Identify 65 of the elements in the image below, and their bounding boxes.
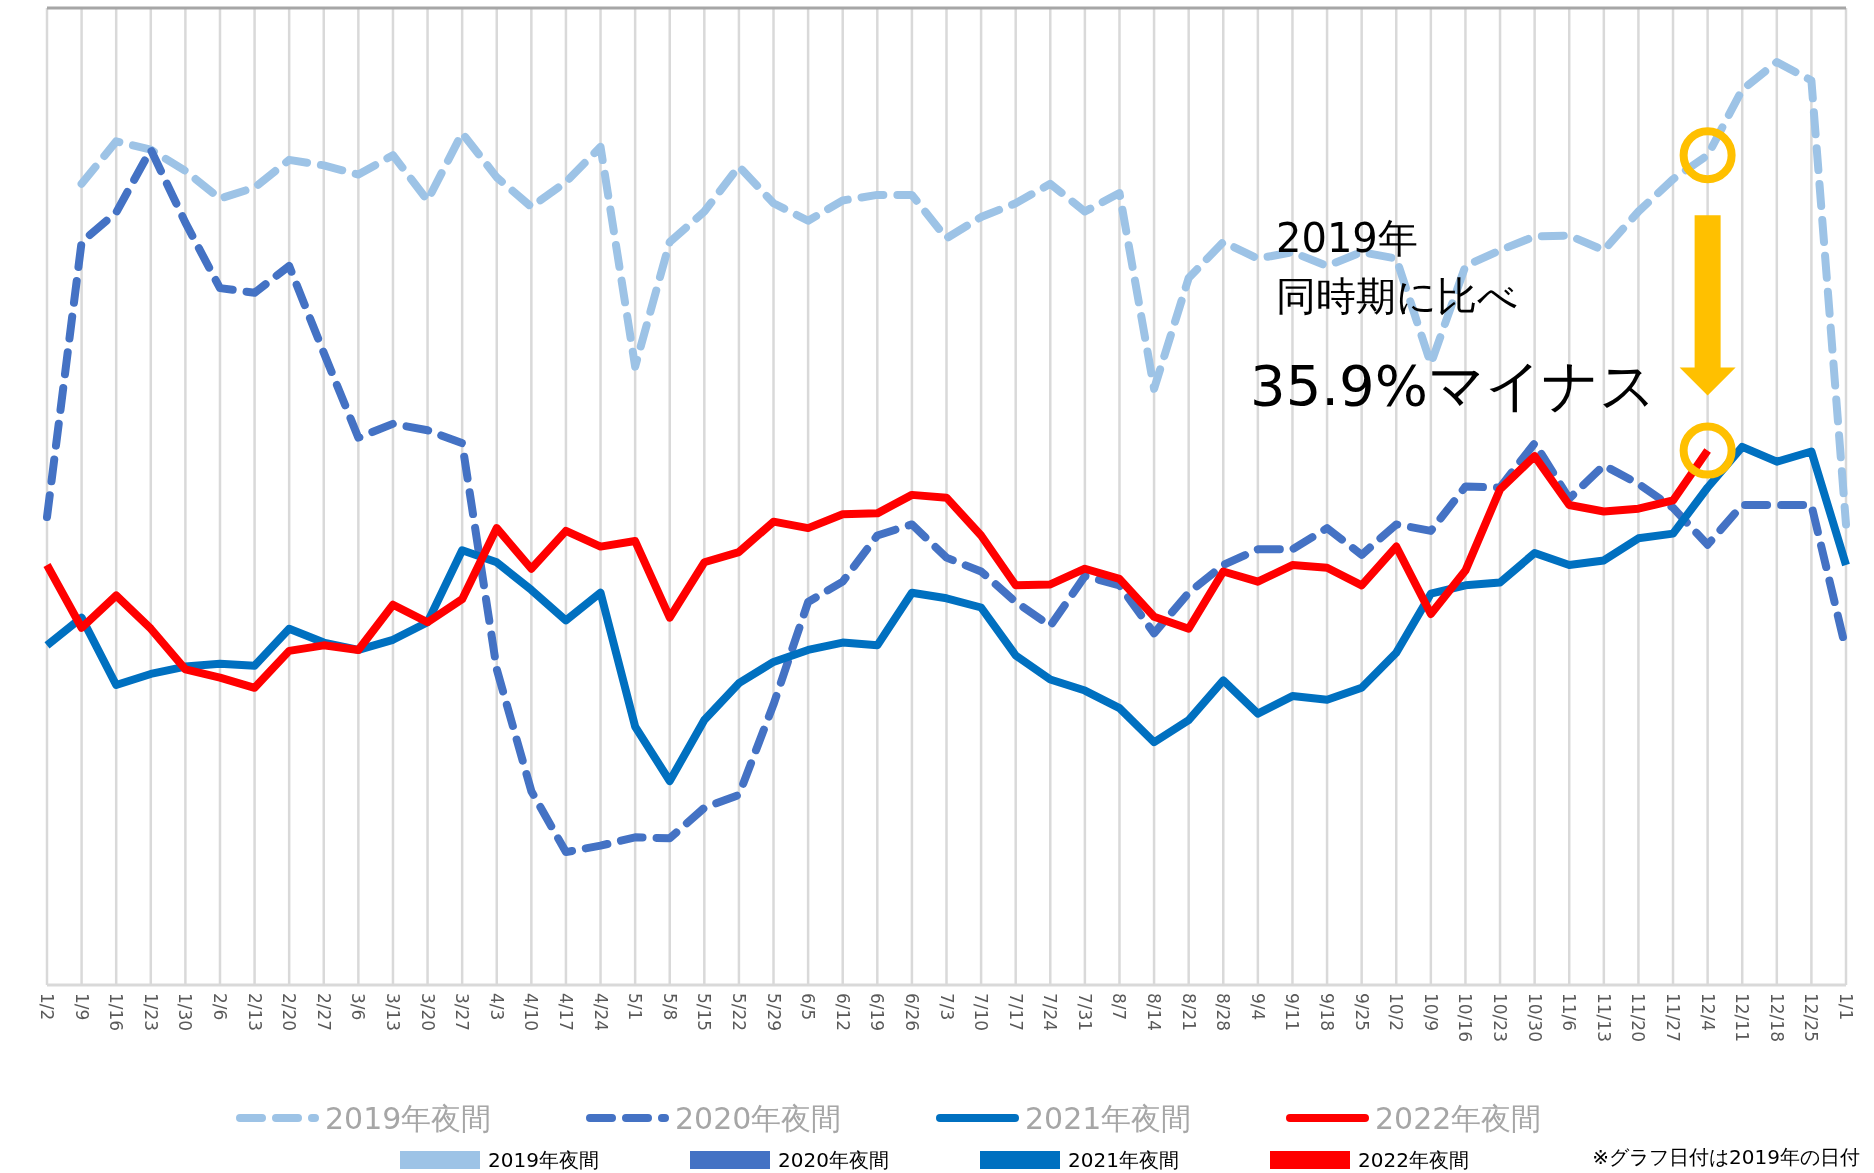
text: 2021年夜間 — [1068, 1148, 1179, 1172]
x-tick-label: 8/21 — [1178, 993, 1199, 1032]
annotation: 2019年 — [1276, 215, 1418, 261]
x-tick-label: 1/30 — [175, 993, 196, 1032]
x-tick-label: 7/31 — [1074, 993, 1095, 1032]
x-tick-label: 9/18 — [1317, 993, 1338, 1032]
x-tick-label: 9/11 — [1282, 993, 1303, 1032]
x-tick-label: 3/13 — [382, 993, 403, 1032]
legend-label: 2020年夜間 — [675, 1100, 842, 1136]
x-tick-label: 8/14 — [1144, 993, 1165, 1032]
text: ※グラフ日付は2019年の日付 — [1592, 1145, 1860, 1169]
legend-label: 2022年夜間 — [1375, 1100, 1542, 1136]
x-tick-label: 11/6 — [1559, 993, 1580, 1032]
x-tick-label: 7/24 — [1040, 993, 1061, 1032]
x-tick-label: 6/19 — [867, 993, 888, 1032]
x-tick-label: 2/6 — [209, 993, 230, 1021]
x-tick-label: 6/26 — [901, 993, 922, 1032]
x-tick-label: 12/25 — [1801, 993, 1822, 1042]
legend-label: 2019年夜間 — [325, 1100, 492, 1136]
x-tick-label: 11/27 — [1663, 993, 1684, 1042]
x-tick-label: 10/16 — [1455, 993, 1476, 1042]
x-tick-label: 7/3 — [936, 993, 957, 1021]
x-tick-label: 3/20 — [417, 993, 438, 1032]
annotation: 同時期に比べ — [1276, 273, 1518, 319]
x-tick-label: 2/13 — [244, 993, 265, 1032]
x-tick-label: 10/9 — [1420, 993, 1441, 1032]
x-tick-label: 6/12 — [832, 993, 853, 1032]
text: 2022年夜間 — [1358, 1148, 1469, 1172]
x-tick-label: 4/10 — [521, 993, 542, 1032]
x-tick-label: 4/3 — [486, 993, 507, 1021]
x-tick-label: 1/23 — [140, 993, 161, 1032]
x-tick-label: 7/17 — [1005, 993, 1026, 1032]
x-tick-label: 1/9 — [71, 993, 92, 1021]
x-tick-label: 10/30 — [1524, 993, 1545, 1042]
x-tick-label: 11/13 — [1593, 993, 1614, 1042]
x-tick-label: 12/11 — [1732, 993, 1753, 1042]
x-tick-label: 5/8 — [659, 993, 680, 1021]
text: 2020年夜間 — [778, 1148, 889, 1172]
x-tick-label: 4/17 — [555, 993, 576, 1032]
x-tick-label: 5/29 — [763, 993, 784, 1032]
x-tick-label: 5/1 — [625, 993, 646, 1021]
x-tick-label: 12/4 — [1697, 993, 1718, 1032]
x-tick-label: 1/1 — [1836, 993, 1856, 1021]
x-tick-label: 2/27 — [313, 993, 334, 1032]
x-tick-label: 1/16 — [106, 993, 127, 1032]
x-tick-label: 5/22 — [728, 993, 749, 1032]
x-tick-label: 10/2 — [1386, 993, 1407, 1032]
x-tick-label: 11/20 — [1628, 993, 1649, 1042]
x-tick-label: 2/20 — [279, 993, 300, 1032]
x-tick-label: 9/25 — [1351, 993, 1372, 1032]
x-tick-label: 9/4 — [1247, 993, 1268, 1021]
x-tick-label: 3/27 — [452, 993, 473, 1032]
x-tick-label: 6/5 — [798, 993, 819, 1021]
legend-label: 2021年夜間 — [1025, 1100, 1192, 1136]
x-tick-label: 10/23 — [1490, 993, 1511, 1042]
text: 2019年夜間 — [488, 1148, 599, 1172]
x-tick-label: 12/18 — [1766, 993, 1787, 1042]
x-tick-label: 1/2 — [37, 993, 57, 1021]
annotation: 35.9%マイナス — [1250, 353, 1656, 418]
x-tick-label: 7/10 — [971, 993, 992, 1032]
x-tick-label: 8/7 — [1109, 993, 1130, 1021]
x-tick-label: 3/6 — [348, 993, 369, 1021]
x-tick-label: 5/15 — [694, 993, 715, 1032]
x-tick-label: 8/28 — [1213, 993, 1234, 1032]
x-tick-label: 4/24 — [590, 993, 611, 1032]
